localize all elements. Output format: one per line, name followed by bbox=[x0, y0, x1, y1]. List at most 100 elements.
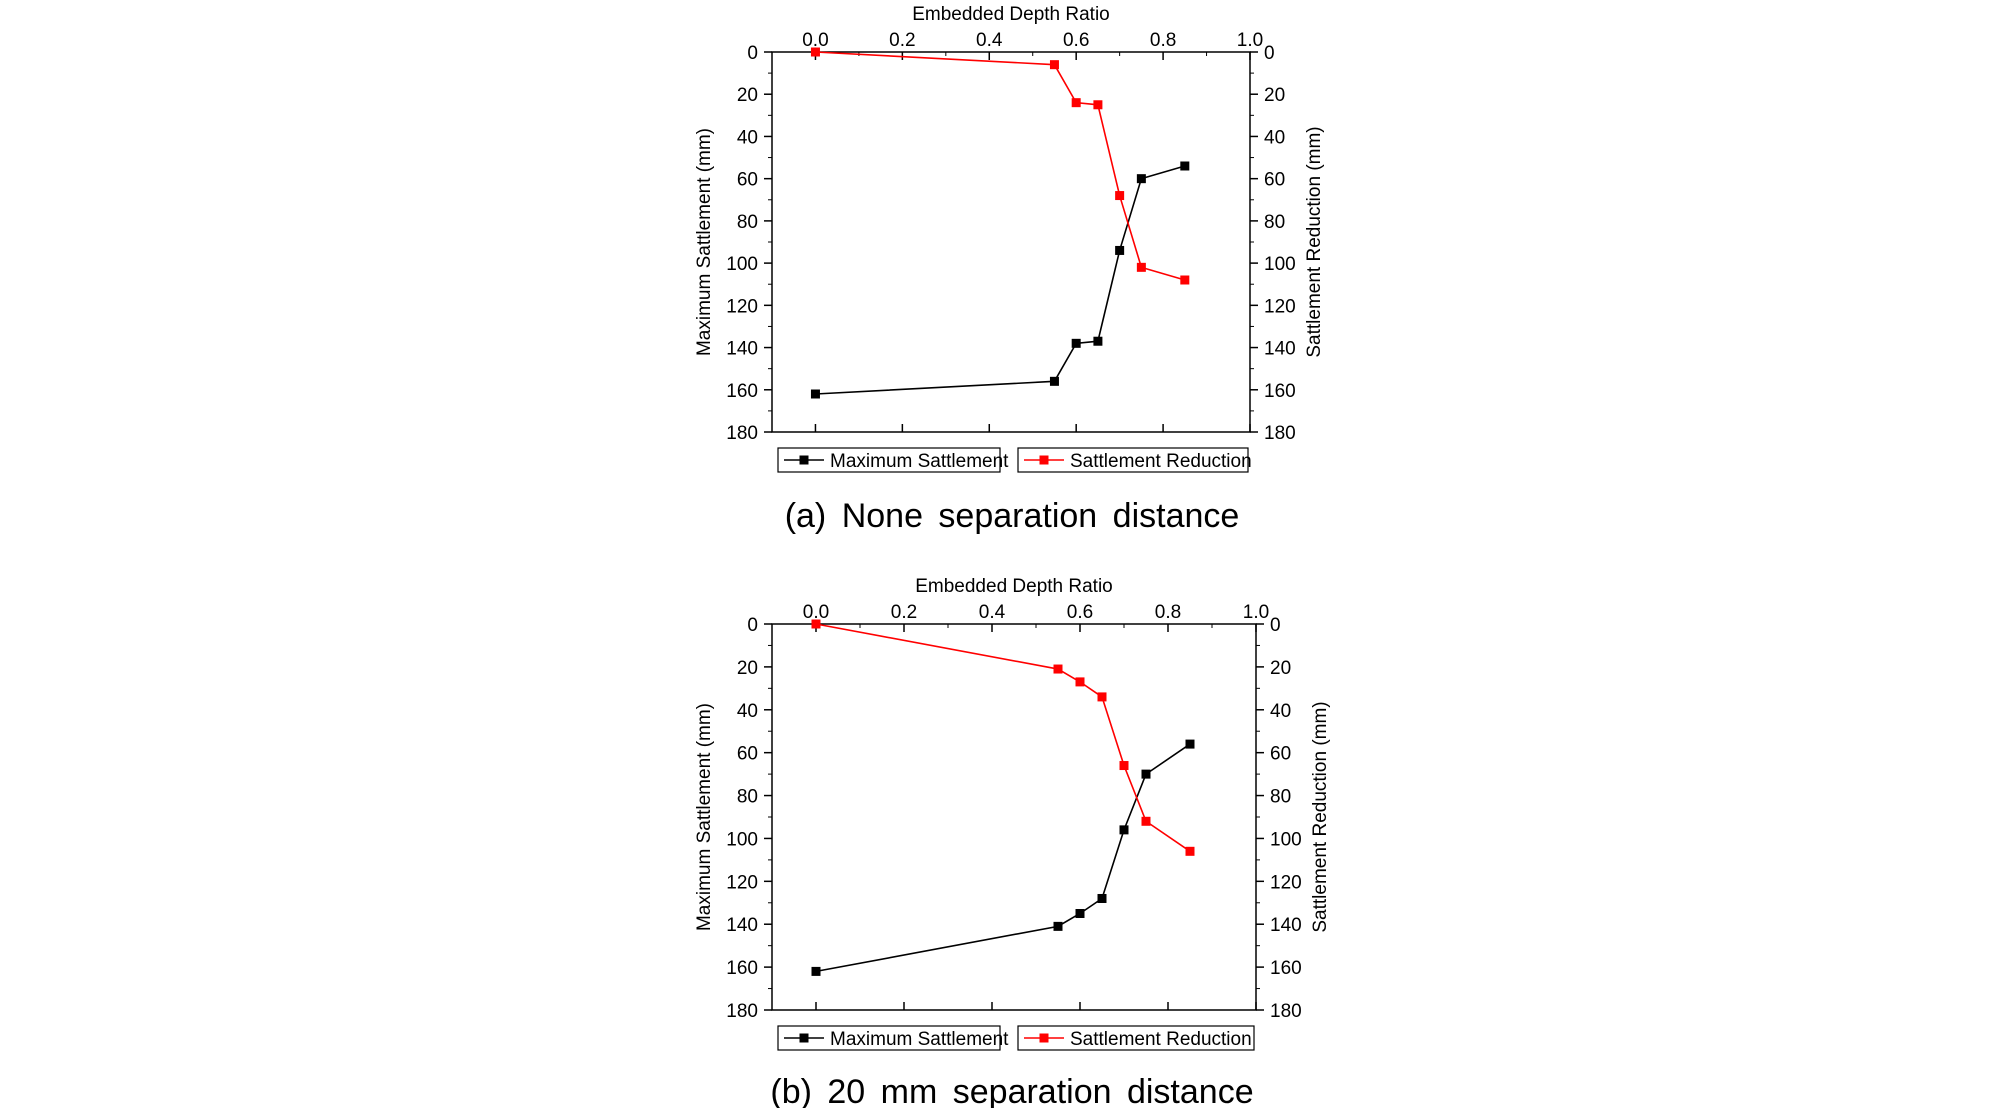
data-point-maximum-sattlement bbox=[1075, 909, 1085, 918]
y-tick-label-right: 160 bbox=[1270, 958, 1302, 979]
y-tick-label-left: 40 bbox=[737, 701, 758, 722]
y-tick-label-right: 20 bbox=[1270, 658, 1291, 679]
series-line-sattlement-reduction bbox=[815, 623, 1191, 852]
y-tick-label-right: 140 bbox=[1264, 339, 1296, 360]
y-tick-label-left: 60 bbox=[737, 744, 758, 765]
y-tick-label-right: 120 bbox=[1264, 296, 1296, 317]
data-point-sattlement-reduction bbox=[1053, 664, 1063, 674]
plot-frame bbox=[771, 51, 1251, 433]
data-point-sattlement-reduction bbox=[1180, 275, 1190, 285]
y-tick-label-left: 0 bbox=[747, 615, 758, 636]
data-point-maximum-sattlement bbox=[1185, 739, 1195, 749]
y-tick-label-right: 40 bbox=[1264, 127, 1285, 148]
y-tick-label-left: 20 bbox=[737, 85, 758, 106]
y-tick-label-right: 80 bbox=[1264, 212, 1285, 233]
data-point-sattlement-reduction bbox=[1097, 692, 1107, 702]
x-tick-label: 0.2 bbox=[889, 30, 915, 51]
y-tick-label-right: 0 bbox=[1264, 43, 1275, 64]
x-axis-title: Embedded Depth Ratio bbox=[912, 4, 1110, 25]
y-axis-title-left: Maximum Sattlement (mm) bbox=[694, 703, 715, 931]
data-point-sattlement-reduction bbox=[1141, 816, 1151, 826]
data-point-maximum-sattlement bbox=[1071, 338, 1081, 348]
data-point-maximum-sattlement bbox=[1119, 825, 1129, 835]
y-tick-label-left: 180 bbox=[726, 1001, 758, 1022]
data-point-sattlement-reduction bbox=[1049, 60, 1059, 70]
legend-label: Sattlement Reduction bbox=[1070, 1029, 1252, 1050]
panel-caption: (a) None separation distance bbox=[785, 497, 1240, 535]
y-tick-label-left: 100 bbox=[726, 829, 758, 850]
x-tick-label: 0.0 bbox=[803, 602, 829, 623]
y-tick-label-left: 180 bbox=[726, 423, 758, 444]
data-point-maximum-sattlement bbox=[811, 966, 821, 976]
legend-item-sattlement-reduction: Sattlement Reduction bbox=[1017, 447, 1252, 473]
legend-marker bbox=[799, 1033, 809, 1043]
data-point-sattlement-reduction bbox=[811, 619, 821, 629]
y-tick-label-left: 100 bbox=[726, 254, 758, 275]
data-point-maximum-sattlement bbox=[1049, 376, 1059, 386]
y-tick-label-left: 40 bbox=[737, 127, 758, 148]
x-tick-label: 0.8 bbox=[1150, 30, 1176, 51]
legend-marker bbox=[1039, 1033, 1049, 1043]
data-point-sattlement-reduction bbox=[1115, 191, 1125, 201]
legend-label: Maximum Sattlement bbox=[830, 451, 1009, 472]
legend-item-maximum-sattlement: Maximum Sattlement bbox=[777, 447, 1009, 473]
y-tick-label-left: 140 bbox=[726, 339, 758, 360]
x-tick-label: 0.8 bbox=[1155, 602, 1181, 623]
y-tick-label-right: 20 bbox=[1264, 85, 1285, 106]
legend-marker bbox=[799, 455, 809, 465]
x-tick-label: 1.0 bbox=[1237, 30, 1263, 51]
y-tick-label-right: 120 bbox=[1270, 872, 1302, 893]
x-tick-label: 0.4 bbox=[976, 30, 1003, 51]
x-tick-label: 0.0 bbox=[802, 30, 828, 51]
y-tick-label-right: 60 bbox=[1264, 170, 1285, 191]
y-tick-label-left: 60 bbox=[737, 170, 758, 191]
y-tick-label-left: 120 bbox=[726, 296, 758, 317]
data-point-sattlement-reduction bbox=[1075, 677, 1085, 687]
data-point-sattlement-reduction bbox=[1119, 761, 1129, 771]
data-point-sattlement-reduction bbox=[1136, 262, 1146, 272]
data-point-maximum-sattlement bbox=[1097, 893, 1107, 903]
legend-label: Sattlement Reduction bbox=[1070, 451, 1252, 472]
legend-marker bbox=[1039, 455, 1049, 465]
y-tick-label-left: 120 bbox=[726, 872, 758, 893]
y-tick-label-left: 20 bbox=[737, 658, 758, 679]
y-tick-label-left: 80 bbox=[737, 787, 758, 808]
y-tick-label-left: 160 bbox=[726, 958, 758, 979]
y-axis-title-left: Maximum Sattlement (mm) bbox=[694, 128, 715, 356]
y-tick-label-right: 60 bbox=[1270, 744, 1291, 765]
data-point-maximum-sattlement bbox=[1115, 245, 1125, 255]
data-point-maximum-sattlement bbox=[1141, 769, 1151, 779]
x-tick-label: 0.2 bbox=[891, 602, 917, 623]
y-tick-label-right: 180 bbox=[1264, 423, 1296, 444]
data-point-maximum-sattlement bbox=[1053, 921, 1063, 931]
y-axis-title-right: Sattlement Reduction (mm) bbox=[1304, 126, 1325, 357]
x-tick-label: 1.0 bbox=[1243, 602, 1269, 623]
y-tick-label-left: 140 bbox=[726, 915, 758, 936]
y-tick-label-right: 40 bbox=[1270, 701, 1291, 722]
x-tick-label: 0.6 bbox=[1063, 30, 1089, 51]
y-tick-label-right: 100 bbox=[1264, 254, 1296, 275]
data-point-maximum-sattlement bbox=[1136, 174, 1146, 184]
y-tick-label-left: 160 bbox=[726, 381, 758, 402]
series-line-maximum-sattlement bbox=[815, 743, 1191, 973]
x-tick-label: 0.6 bbox=[1067, 602, 1093, 623]
legend-item-sattlement-reduction: Sattlement Reduction bbox=[1017, 1025, 1255, 1051]
y-axis-title-right: Sattlement Reduction (mm) bbox=[1310, 701, 1331, 932]
series-line-sattlement-reduction bbox=[815, 51, 1186, 281]
data-point-maximum-sattlement bbox=[1180, 161, 1190, 171]
y-tick-label-right: 0 bbox=[1270, 615, 1281, 636]
data-point-maximum-sattlement bbox=[810, 389, 820, 399]
y-tick-label-left: 0 bbox=[747, 43, 758, 64]
series-line-maximum-sattlement bbox=[815, 165, 1186, 395]
data-point-sattlement-reduction bbox=[810, 47, 820, 57]
y-tick-label-left: 80 bbox=[737, 212, 758, 233]
y-tick-label-right: 180 bbox=[1270, 1001, 1302, 1022]
y-tick-label-right: 100 bbox=[1270, 829, 1302, 850]
y-tick-label-right: 80 bbox=[1270, 787, 1291, 808]
legend-label: Maximum Sattlement bbox=[830, 1029, 1009, 1050]
legend-item-maximum-sattlement: Maximum Sattlement bbox=[777, 1025, 1009, 1051]
plot-frame bbox=[771, 623, 1257, 1011]
